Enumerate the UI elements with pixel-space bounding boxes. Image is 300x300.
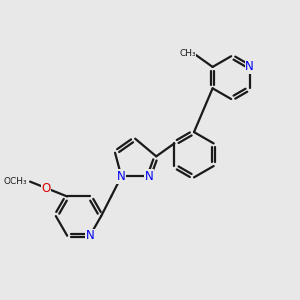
Text: N: N bbox=[85, 229, 94, 242]
Text: N: N bbox=[117, 170, 126, 183]
Text: N: N bbox=[145, 170, 153, 183]
Text: CH₃: CH₃ bbox=[179, 49, 196, 58]
Text: OCH₃: OCH₃ bbox=[3, 177, 27, 186]
Text: N: N bbox=[245, 60, 254, 74]
Text: O: O bbox=[41, 182, 51, 194]
